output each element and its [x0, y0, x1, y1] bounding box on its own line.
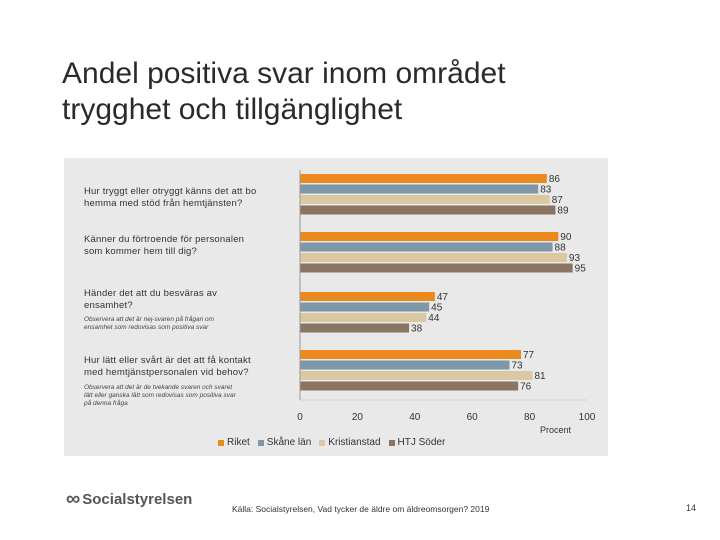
x-tick-label: 20: [352, 412, 364, 423]
question-2-label: Känner du förtroende för personalen som …: [84, 234, 245, 257]
x-tick-label: 60: [467, 412, 479, 423]
question-4-label: Hur lätt eller svårt är det att få konta…: [84, 355, 251, 378]
bar-sk-ne-l-n-q2: [300, 242, 553, 252]
title-line-2: trygghet och tillgänglighet: [62, 93, 403, 126]
question-4-note: Observera att det är de tvekande svaren …: [84, 384, 236, 407]
bar-riket-q4: [300, 350, 521, 359]
x-axis: 0 20 40 60 80 100: [297, 170, 596, 423]
bar-riket-q3: [300, 292, 435, 301]
data-label: 86: [549, 174, 561, 185]
page-number: 14: [686, 503, 697, 513]
logo-wordmark: Socialstyrelsen: [82, 491, 193, 508]
bar-htj-s-der-q3: [300, 323, 410, 333]
data-label: 93: [569, 253, 581, 264]
data-label: 47: [437, 292, 449, 303]
legend-swatch: [388, 439, 395, 446]
question-3-label: Händer det att du besväras av ensamhet?: [84, 288, 218, 311]
bar-sk-ne-l-n-q1: [300, 184, 539, 194]
legend-swatch: [218, 439, 224, 446]
bar-riket-q1: [300, 174, 547, 183]
bar-kristianstad-q2: [300, 253, 567, 262]
data-label: 38: [411, 324, 423, 335]
bar-htj-s-der-q1: [300, 205, 556, 215]
data-label: 83: [540, 185, 552, 196]
legend-swatch: [257, 439, 264, 446]
data-label: 88: [555, 243, 567, 254]
socialstyrelsen-logo: ∞ Socialstyrelsen: [66, 488, 192, 511]
bar-kristianstad-q3: [300, 313, 427, 322]
bar-sk-ne-l-n-q3: [300, 302, 430, 312]
legend-item-riket: Riket: [218, 437, 250, 448]
x-tick-label: 0: [297, 412, 303, 423]
data-label: 77: [523, 350, 535, 361]
data-label: 45: [431, 303, 443, 314]
bar-htj-s-der-q4: [300, 381, 519, 391]
data-label: 95: [575, 264, 587, 275]
logo-mark-icon: ∞: [66, 488, 80, 510]
legend-swatch: [319, 439, 326, 446]
data-label: 44: [428, 313, 440, 324]
legend-item-kristianstad: Kristianstad: [319, 437, 381, 448]
legend-item-htj-soder: HTJ Söder: [388, 437, 445, 448]
data-label: 87: [552, 195, 564, 206]
title-line-1: Andel positiva svar inom området: [62, 57, 506, 90]
question-3-note: Observera att det är nej-svaren på fråga…: [84, 316, 215, 331]
x-tick-label: 80: [524, 412, 536, 423]
data-label: 89: [557, 206, 569, 217]
bar-kristianstad-q1: [300, 195, 550, 204]
legend-item-skane-lan: Skåne län: [257, 437, 311, 448]
data-label: 81: [534, 371, 546, 382]
bar-riket-q2: [300, 232, 559, 241]
data-label: 73: [512, 361, 524, 372]
bar-kristianstad-q4: [300, 371, 533, 380]
question-1-label: Hur tryggt eller otryggt känns det att b…: [84, 186, 257, 209]
source-text: Källa: Socialstyrelsen, Vad tycker de äl…: [232, 504, 490, 514]
data-label: 76: [520, 382, 532, 393]
bar-sk-ne-l-n-q4: [300, 360, 510, 370]
data-label: 90: [560, 232, 572, 243]
x-axis-label: Procent: [540, 425, 572, 435]
x-tick-label: 100: [579, 412, 596, 423]
page-title: Andel positiva svar inom området trygghe…: [62, 56, 682, 128]
x-tick-label: 40: [409, 412, 421, 423]
legend: Riket Skåne län Kristianstad HTJ Söder: [218, 437, 445, 448]
bar-htj-s-der-q2: [300, 263, 573, 273]
